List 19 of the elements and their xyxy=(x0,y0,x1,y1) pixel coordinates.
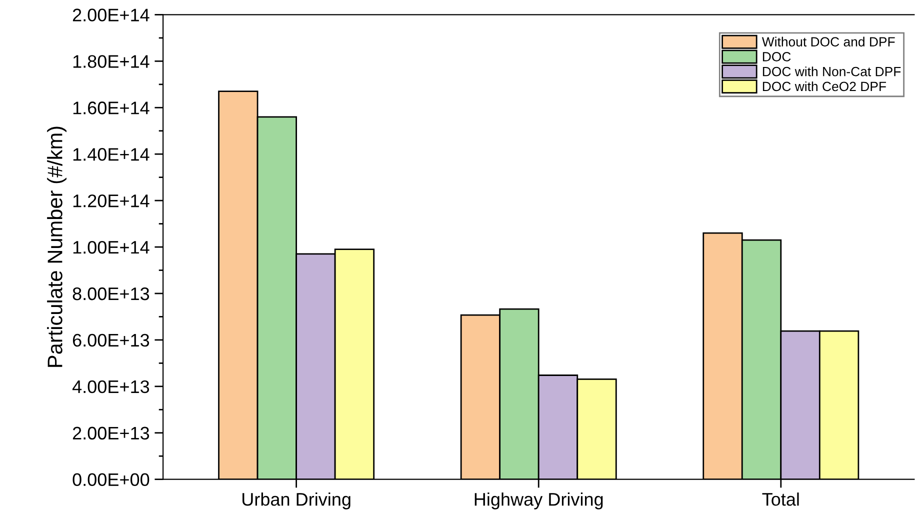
legend-label: Without DOC and DPF xyxy=(762,36,895,46)
legend-label: DOC with Non-Cat DPF xyxy=(762,66,901,76)
y-tick-label: 1.00E+14 xyxy=(73,240,150,254)
y-tick-label: 1.40E+14 xyxy=(73,148,150,161)
legend-label: DOC xyxy=(762,52,791,62)
y-tick-label: 1.20E+14 xyxy=(73,194,150,208)
y-tick-label: 4.00E+13 xyxy=(72,380,150,394)
legend-label: DOC with CeO2 DPF xyxy=(762,81,886,92)
y-tick-label: 6.00E+13 xyxy=(72,334,150,347)
y-tick-label: 1.60E+14 xyxy=(73,102,150,114)
x-tick-label: Highway Driving xyxy=(474,492,603,510)
x-tick-label: Urban Driving xyxy=(242,492,350,510)
y-axis-title: Particulate Number (#/km) xyxy=(47,126,66,367)
x-tick-label: Total xyxy=(762,492,799,506)
y-tick-label: 2.00E+14 xyxy=(72,8,150,22)
y-tick-label: 2.00E+13 xyxy=(72,426,150,440)
y-tick-label: 0.00E+00 xyxy=(72,473,150,486)
y-tick-label: 1.80E+14 xyxy=(73,55,150,68)
y-tick-label: 8.00E+13 xyxy=(72,287,150,300)
